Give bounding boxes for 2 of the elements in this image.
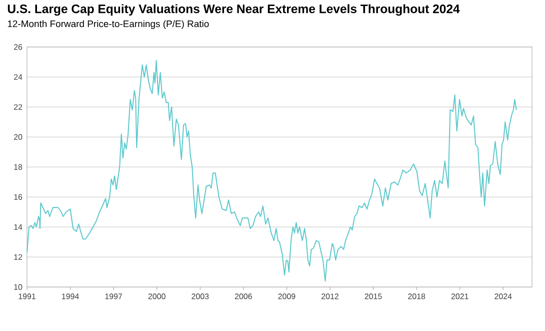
chart-subtitle: 12-Month Forward Price-to-Earnings (P/E) Ratio (8, 20, 209, 30)
chart-title: U.S. Large Cap Equity Valuations Were Near Extreme Levels Throughout 2024 (8, 4, 460, 16)
